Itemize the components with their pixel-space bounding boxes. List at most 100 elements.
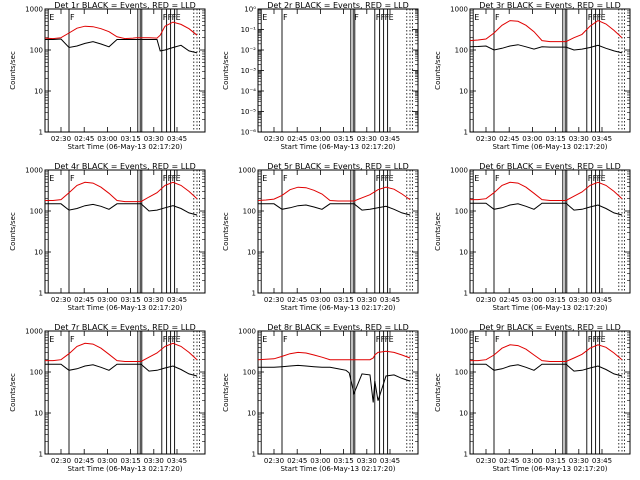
events-series-line — [470, 202, 623, 216]
event-marker-label: F — [172, 13, 177, 22]
plot-frame — [469, 330, 631, 455]
panel-2: Det 2r BLACK = Events, RED = LLD 10⁻⁶ 10⁻⁵… — [222, 1, 419, 151]
lld-series-line — [45, 342, 198, 362]
x-tick-label: 02:30 — [264, 457, 284, 465]
x-tick-label: 03:15 — [546, 296, 566, 304]
x-tick-label: 03:45 — [167, 296, 187, 304]
y-tick-label: 10⁰ — [244, 6, 256, 14]
x-tick-label: 02:30 — [476, 457, 496, 465]
events-series-line — [45, 203, 198, 216]
panel-7: Det 7r BLACK = Events, RED = LLD 1 10 100 10… — [9, 323, 206, 473]
y-tick-label: 10⁻⁶ — [241, 129, 257, 137]
y-axis-label: Counts/sec — [222, 212, 230, 251]
event-marker-label: F — [588, 174, 593, 183]
x-tick-label: 02:30 — [264, 135, 284, 143]
panel-title: Det 8r BLACK = Events, RED = LLD — [267, 323, 409, 332]
event-marker-label: F — [168, 174, 173, 183]
y-tick-label: 1 — [39, 451, 43, 459]
x-tick-label: 02:45 — [74, 135, 94, 143]
event-marker-label: F — [593, 174, 598, 183]
x-tick-label: 03:00 — [310, 135, 330, 143]
y-tick-label: 1000 — [450, 6, 468, 14]
y-tick-label: 10⁻³ — [241, 67, 257, 75]
event-marker-label: F — [381, 13, 386, 22]
event-marker-label: E — [262, 335, 267, 344]
y-tick-label: 1000 — [25, 167, 43, 175]
event-marker-label: F — [354, 13, 359, 22]
event-marker-label: F — [495, 13, 500, 22]
event-marker-label: F — [597, 335, 602, 344]
event-marker-label: F — [168, 13, 173, 22]
event-marker-label: F — [588, 335, 593, 344]
event-marker-label: F — [381, 335, 386, 344]
y-axis-label: Counts/sec — [9, 51, 17, 90]
event-marker-label: E — [474, 174, 479, 183]
event-marker-label: E — [389, 174, 394, 183]
panel-9: Det 9r BLACK = Events, RED = LLD 1 10 100 10… — [434, 323, 631, 473]
lld-series-line — [470, 344, 623, 362]
y-tick-label: 1 — [252, 451, 256, 459]
lld-series-line — [257, 350, 411, 361]
event-marker-label: E — [176, 335, 181, 344]
event-marker-label: E — [262, 13, 267, 22]
plot-frame — [44, 169, 206, 294]
y-axis-label: Counts/sec — [222, 51, 230, 90]
y-tick-label: 1 — [464, 129, 468, 137]
panel-3: Det 3r BLACK = Events, RED = LLD 1 10 100 10… — [434, 1, 631, 151]
lld-series-line — [44, 21, 198, 40]
x-tick-label: 02:30 — [264, 296, 284, 304]
x-tick-label: 03:30 — [144, 296, 164, 304]
panel-4: Det 4r BLACK = Events, RED = LLD 1 10 100 10… — [9, 162, 206, 312]
panel-title: Det 1r BLACK = Events, RED = LLD — [54, 1, 196, 10]
y-tick-label: 100 — [455, 47, 468, 55]
x-tick-label: 02:45 — [499, 296, 519, 304]
plot-frame — [257, 169, 419, 294]
x-axis-label: Start Time (06-May-13 02:17:20) — [492, 465, 607, 473]
x-axis-label: Start Time (06-May-13 02:17:20) — [492, 143, 607, 151]
y-tick-label: 10⁻⁵ — [241, 108, 257, 116]
x-tick-label: 03:15 — [121, 296, 141, 304]
y-tick-label: 1 — [39, 129, 43, 137]
y-tick-label: 10 — [459, 249, 468, 257]
event-marker-label: F — [283, 13, 288, 22]
event-marker-label: F — [172, 335, 177, 344]
event-marker-label: F — [597, 13, 602, 22]
panel-title: Det 2r BLACK = Events, RED = LLD — [267, 1, 409, 10]
plot-frame — [44, 330, 206, 455]
x-tick-label: 03:00 — [97, 135, 117, 143]
event-marker-label: F — [70, 174, 75, 183]
y-tick-label: 100 — [30, 208, 43, 216]
event-marker-label: F — [593, 335, 598, 344]
y-tick-label: 10 — [459, 410, 468, 418]
x-tick-label: 03:30 — [569, 135, 589, 143]
plot-frame — [469, 8, 631, 133]
x-tick-label: 03:00 — [522, 135, 542, 143]
events-series-line — [258, 364, 411, 403]
x-tick-label: 03:30 — [357, 457, 377, 465]
panel-title: Det 9r BLACK = Events, RED = LLD — [479, 323, 621, 332]
x-tick-label: 03:45 — [592, 457, 612, 465]
x-tick-label: 03:45 — [380, 296, 400, 304]
x-tick-label: 02:45 — [287, 296, 307, 304]
events-series-line — [258, 203, 411, 216]
x-tick-label: 02:30 — [51, 296, 71, 304]
x-tick-label: 03:00 — [522, 296, 542, 304]
x-axis-label: Start Time (06-May-13 02:17:20) — [280, 304, 395, 312]
event-marker-label: F — [597, 174, 602, 183]
x-axis-label: Start Time (06-May-13 02:17:20) — [67, 465, 182, 473]
events-series-line — [469, 44, 623, 54]
y-axis-label: Counts/sec — [434, 212, 442, 251]
event-marker-label: F — [376, 335, 381, 344]
event-marker-label: F — [172, 174, 177, 183]
event-marker-label: F — [376, 174, 381, 183]
y-tick-label: 10 — [459, 88, 468, 96]
x-tick-label: 03:45 — [380, 457, 400, 465]
x-tick-label: 02:30 — [476, 135, 496, 143]
event-marker-label: E — [601, 335, 606, 344]
x-tick-label: 03:45 — [167, 135, 187, 143]
x-tick-label: 03:30 — [144, 135, 164, 143]
panel-title: Det 6r BLACK = Events, RED = LLD — [479, 162, 621, 171]
lld-series-line — [45, 181, 198, 203]
